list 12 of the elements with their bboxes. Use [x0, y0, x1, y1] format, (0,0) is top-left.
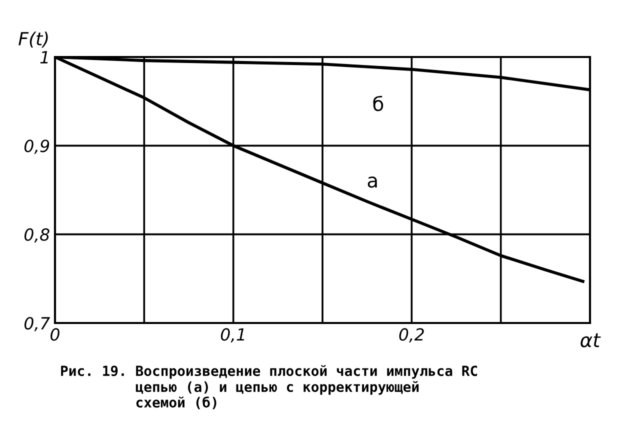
y-tick-label: 0,9 [24, 140, 50, 154]
y-axis-title: F(t) [18, 32, 48, 48]
x-tick-label: 0,1 [220, 328, 244, 342]
y-tick-label: 0,8 [24, 228, 50, 243]
text: Рис. 19. Воспроизведение плоской части импульса RC цепью (а) и цепью с корректирующей схемой (б) [61, 365, 478, 410]
y-tick-label: 0,7 [24, 316, 50, 332]
x-tick-label: 0,2 [399, 328, 424, 342]
y-tick-label: 1 [40, 51, 48, 64]
series-label: а [368, 176, 377, 188]
x-axis-title: αt [580, 333, 601, 348]
x-tick-label: 0 [50, 328, 60, 341]
series-label: б [373, 96, 384, 112]
